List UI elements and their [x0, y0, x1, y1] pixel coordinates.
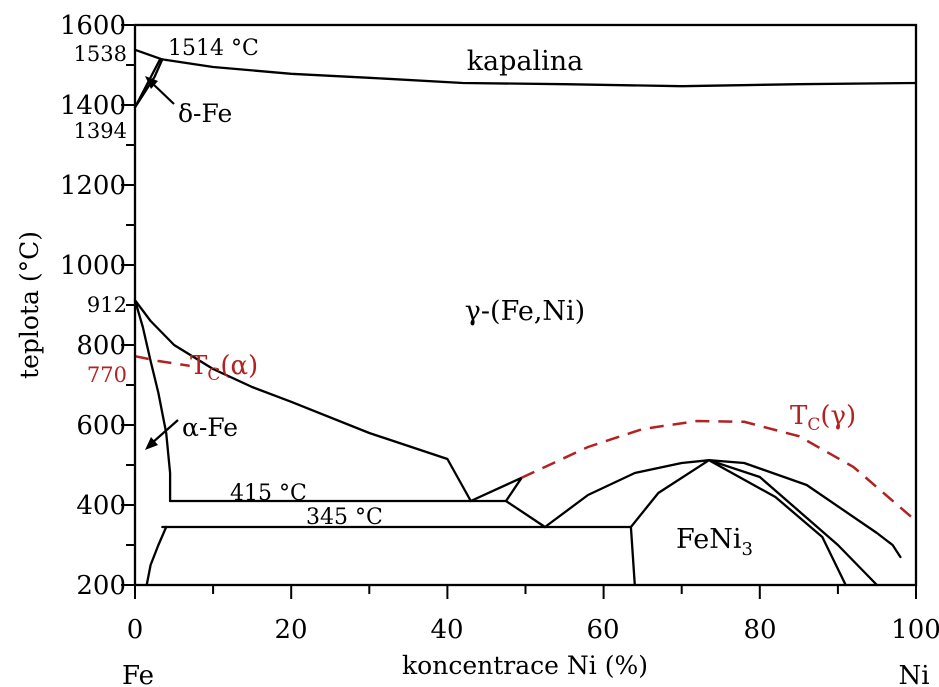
- y-tick-1000: 1000: [60, 251, 126, 281]
- y-tick-1400: 1400: [60, 91, 126, 121]
- ni-end-label: Ni: [898, 661, 929, 687]
- tc-gamma-arg: (γ): [820, 401, 856, 431]
- temp-1538-label: 1538: [74, 42, 127, 66]
- curve-dome-left: [543, 459, 711, 529]
- curve-alpha-low: [145, 525, 168, 587]
- curve-triangle: [469, 476, 547, 529]
- feni3-base: FeNi: [676, 524, 742, 555]
- y-tick-1600: 1600: [60, 11, 126, 41]
- curve-feni3-left: [629, 525, 636, 587]
- tc-alpha-arg: (α): [220, 351, 258, 381]
- x-axis-label: koncentrace Ni (%): [402, 651, 648, 680]
- delta-fe-label: δ-Fe: [178, 99, 232, 128]
- special-temperature-labels: 1538 1394 912 770: [74, 42, 127, 387]
- curve-gamma-alpha-upper: [133, 299, 472, 503]
- curve-gamma-alpha-lower: [133, 299, 172, 503]
- curve-dome-right: [707, 459, 902, 559]
- tc-alpha-base: T: [190, 351, 208, 381]
- peritectic-temp-label: 1514 °C: [168, 36, 259, 61]
- y-tick-600: 600: [76, 411, 126, 441]
- tc-alpha-label: TC(α): [190, 351, 258, 385]
- alpha-fe-arrow: [145, 419, 179, 450]
- feni3-subscript: 3: [742, 539, 753, 560]
- temp-912-label: 912: [87, 293, 127, 317]
- temp-1394-label: 1394: [74, 119, 127, 143]
- feni3-region-label: FeNi3: [676, 524, 753, 560]
- alpha-fe-label: α-Fe: [182, 413, 238, 442]
- curve-tc-alpha: [134, 354, 190, 368]
- y-tick-800: 800: [76, 331, 126, 361]
- axis-ticks: [121, 24, 917, 599]
- delta-fe-arrow: [145, 76, 175, 105]
- x-tick-100: 100: [891, 615, 939, 645]
- tc-gamma-sub: C: [807, 415, 820, 435]
- x-tick-labels: 0 20 40 60 80 100: [127, 615, 939, 645]
- curve-liquidus: [133, 48, 918, 88]
- y-tick-200: 200: [76, 571, 126, 601]
- tc-gamma-label: TC(γ): [790, 401, 856, 435]
- liquid-region-label: kapalina: [467, 46, 584, 77]
- gamma-region-label: γ-(Fe,Ni): [465, 296, 585, 327]
- temp-770-label: 770: [87, 363, 127, 387]
- eutectoid-345-label: 345 °C: [306, 505, 383, 530]
- curve-tc-gamma: [521, 419, 917, 522]
- curve-dome-inner-right: [707, 459, 879, 587]
- fe-end-label: Fe: [122, 661, 154, 687]
- eutectoid-415-label: 415 °C: [230, 481, 307, 506]
- y-axis-label: teplota (°C): [15, 231, 44, 379]
- x-tick-0: 0: [127, 615, 144, 645]
- tc-gamma-base: T: [790, 401, 808, 431]
- curve-feni3-top-left: [629, 459, 711, 529]
- tc-alpha-sub: C: [207, 365, 220, 385]
- y-tick-labels: 200 400 600 800 1000 1200 1400 1600: [60, 11, 126, 601]
- y-tick-1200: 1200: [60, 171, 126, 201]
- x-tick-80: 80: [743, 615, 776, 645]
- curie-temperature-curves: [134, 354, 917, 522]
- phase-boundaries: [133, 48, 918, 587]
- x-tick-20: 20: [274, 615, 307, 645]
- curve-delta-solvus-b: [133, 58, 162, 109]
- curve-feni3-right: [707, 459, 847, 587]
- y-tick-400: 400: [76, 491, 126, 521]
- x-tick-40: 40: [430, 615, 463, 645]
- x-tick-60: 60: [586, 615, 619, 645]
